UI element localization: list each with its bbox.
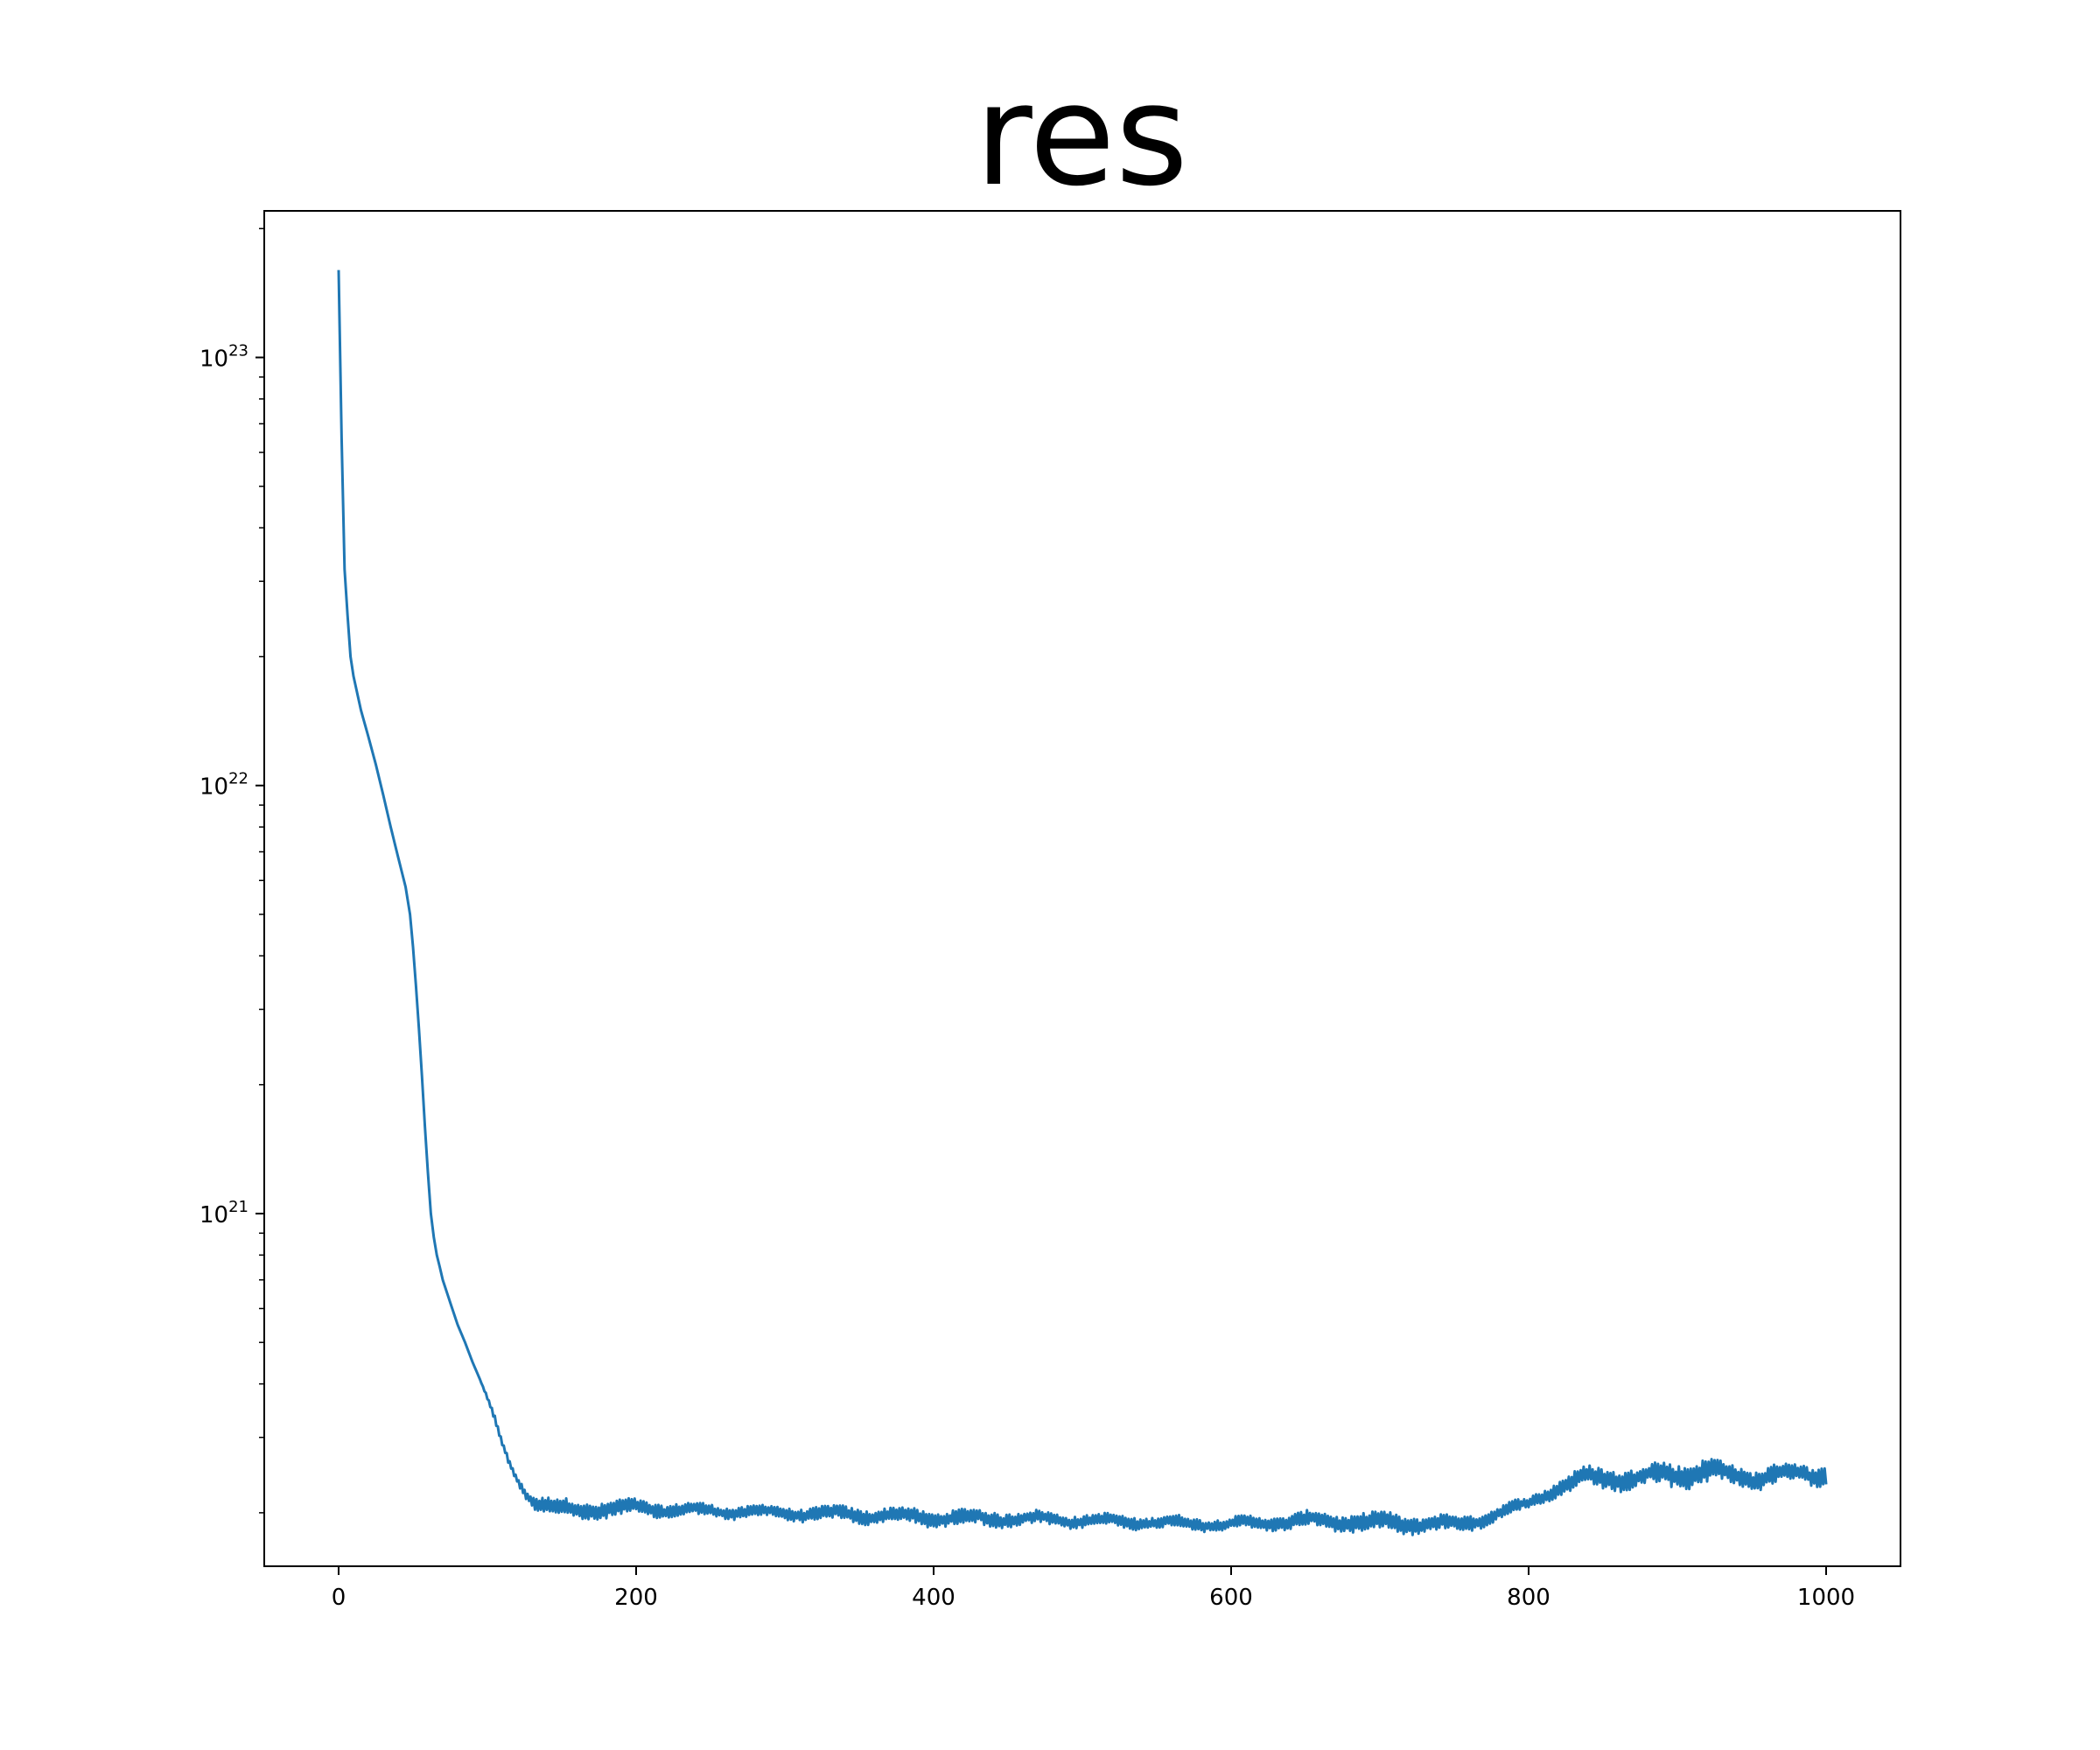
y-tick-exponent: 21 — [228, 1198, 248, 1216]
plot-area — [337, 270, 1828, 1536]
x-tick-label: 800 — [1507, 1585, 1550, 1611]
y-tick-label: 1022 — [200, 770, 248, 801]
y-tick-base: 10 — [200, 346, 228, 373]
plot-frame — [263, 210, 1901, 1567]
y-tick-exponent: 22 — [228, 770, 248, 788]
x-tick-label: 600 — [1209, 1585, 1253, 1611]
x-tick-label: 400 — [912, 1585, 956, 1611]
x-tick-label: 0 — [332, 1585, 346, 1611]
y-tick-label: 1021 — [200, 1198, 248, 1228]
x-tick-label: 1000 — [1797, 1585, 1855, 1611]
y-tick-base: 10 — [200, 1202, 228, 1228]
y-tick-label: 1023 — [200, 342, 248, 373]
y-tick-base: 10 — [200, 774, 228, 801]
chart-title: res — [975, 53, 1188, 217]
y-tick-exponent: 23 — [228, 342, 248, 360]
x-tick-label: 200 — [614, 1585, 658, 1611]
series-line — [337, 270, 1828, 1536]
